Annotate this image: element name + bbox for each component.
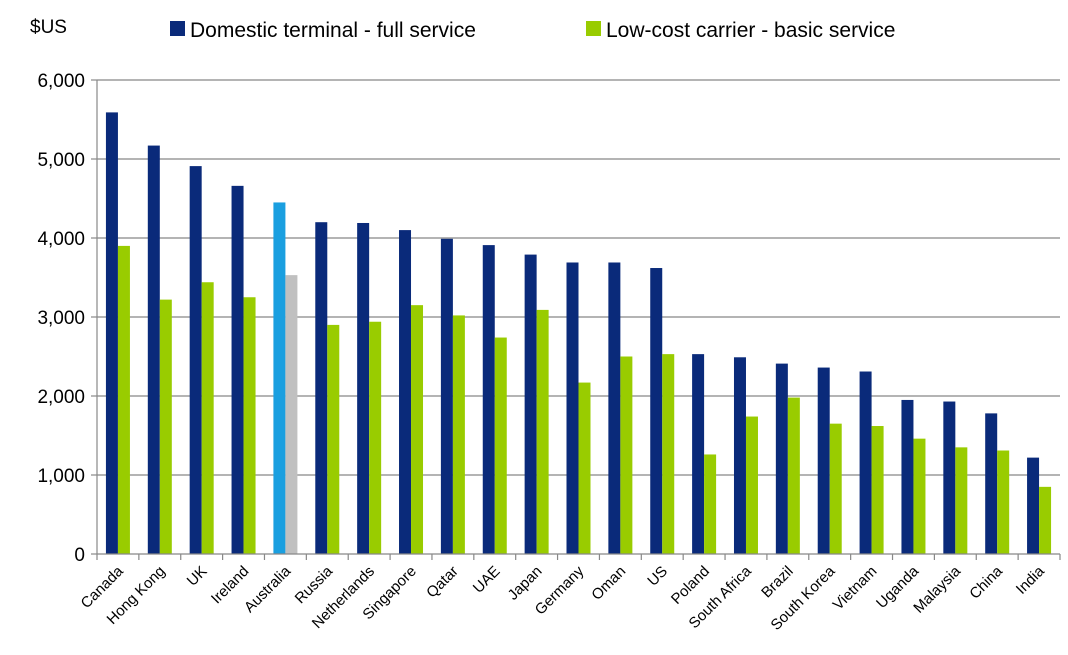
x-tick-label: Brazil [758,563,797,602]
x-tick-label: Australia [241,562,295,616]
bar-domestic-russia [315,222,328,554]
y-tick-label: 1,000 [37,466,85,487]
bar-lowcost-malaysia [955,447,968,554]
y-tick-label: 4,000 [37,229,85,250]
bar-domestic-ireland [231,185,244,555]
x-tick-label: Qatar [423,563,462,602]
legend: Domestic terminal - full service Low-cos… [170,19,895,42]
bar-lowcost-qatar [452,315,465,554]
bars [105,112,1052,555]
x-tick-label: Malaysia [910,562,964,616]
bar-lowcost-singapore [411,305,424,554]
bar-lowcost-poland [704,454,717,554]
x-tick-label: US [644,563,671,590]
bar-lowcost-vietnam [871,426,884,554]
bar-domestic-hong-kong [147,145,160,554]
bar-domestic-vietnam [859,371,872,554]
x-tick-label: India [1013,562,1048,597]
bar-lowcost-india [1039,486,1052,554]
bar-lowcost-south-africa [745,416,758,554]
bar-domestic-qatar [440,238,453,555]
y-axis: 0 1,000 2,000 3,000 4,000 5,000 6,000 [37,71,98,566]
x-tick-label: Oman [588,563,629,604]
bar-lowcost-china [997,450,1010,554]
bar-domestic-netherlands [357,222,370,555]
y-tick-label: 3,000 [37,308,85,329]
legend-label-domestic: Domestic terminal - full service [190,19,476,42]
bar-domestic-us [650,268,663,554]
y-unit-label: $US [30,17,67,38]
bar-domestic-oman [608,262,621,554]
x-tick-label: Vietnam [830,563,881,614]
bar-lowcost-brazil [787,397,800,554]
legend-label-lowcost: Low-cost carrier - basic service [606,19,895,42]
x-tick-label: UAE [470,563,504,597]
bar-domestic-uganda [901,399,914,554]
bar-lowcost-russia [327,324,340,554]
bar-domestic-south-korea [817,367,830,554]
legend-swatch-lowcost [586,21,601,36]
bar-lowcost-netherlands [369,321,382,554]
y-tick-label: 5,000 [37,150,85,171]
bar-lowcost-oman [620,356,633,554]
bar-domestic-china [985,413,998,554]
bar-lowcost-ireland [243,297,256,554]
bar-lowcost-germany [578,382,591,554]
bar-domestic-uk [189,166,202,555]
bar-lowcost-uae [494,337,507,554]
y-tick-label: 2,000 [37,387,85,408]
x-tick-label: China [966,562,1006,602]
x-tick-label: UK [184,563,211,590]
bar-domestic-canada [105,112,118,554]
y-tick-label: 6,000 [37,71,85,92]
bar-lowcost-south-korea [829,423,842,554]
bar-lowcost-uk [201,282,214,554]
bar-domestic-malaysia [943,401,956,554]
bar-lowcost-us [662,354,675,554]
bar-domestic-south-africa [733,357,746,554]
bar-lowcost-australia [285,275,298,554]
bar-domestic-germany [566,262,579,554]
bar-domestic-uae [482,245,495,555]
bar-lowcost-uganda [913,438,926,554]
y-tick-label: 0 [74,545,85,566]
bar-domestic-australia [273,202,286,554]
bar-domestic-singapore [399,230,412,554]
bar-lowcost-hong-kong [159,299,172,554]
bar-lowcost-japan [536,309,549,554]
bar-domestic-japan [524,254,537,554]
legend-swatch-domestic [170,21,185,36]
bar-domestic-india [1027,457,1040,554]
bar-domestic-poland [692,354,705,554]
bar-lowcost-canada [117,245,130,554]
bar-domestic-brazil [775,363,788,554]
